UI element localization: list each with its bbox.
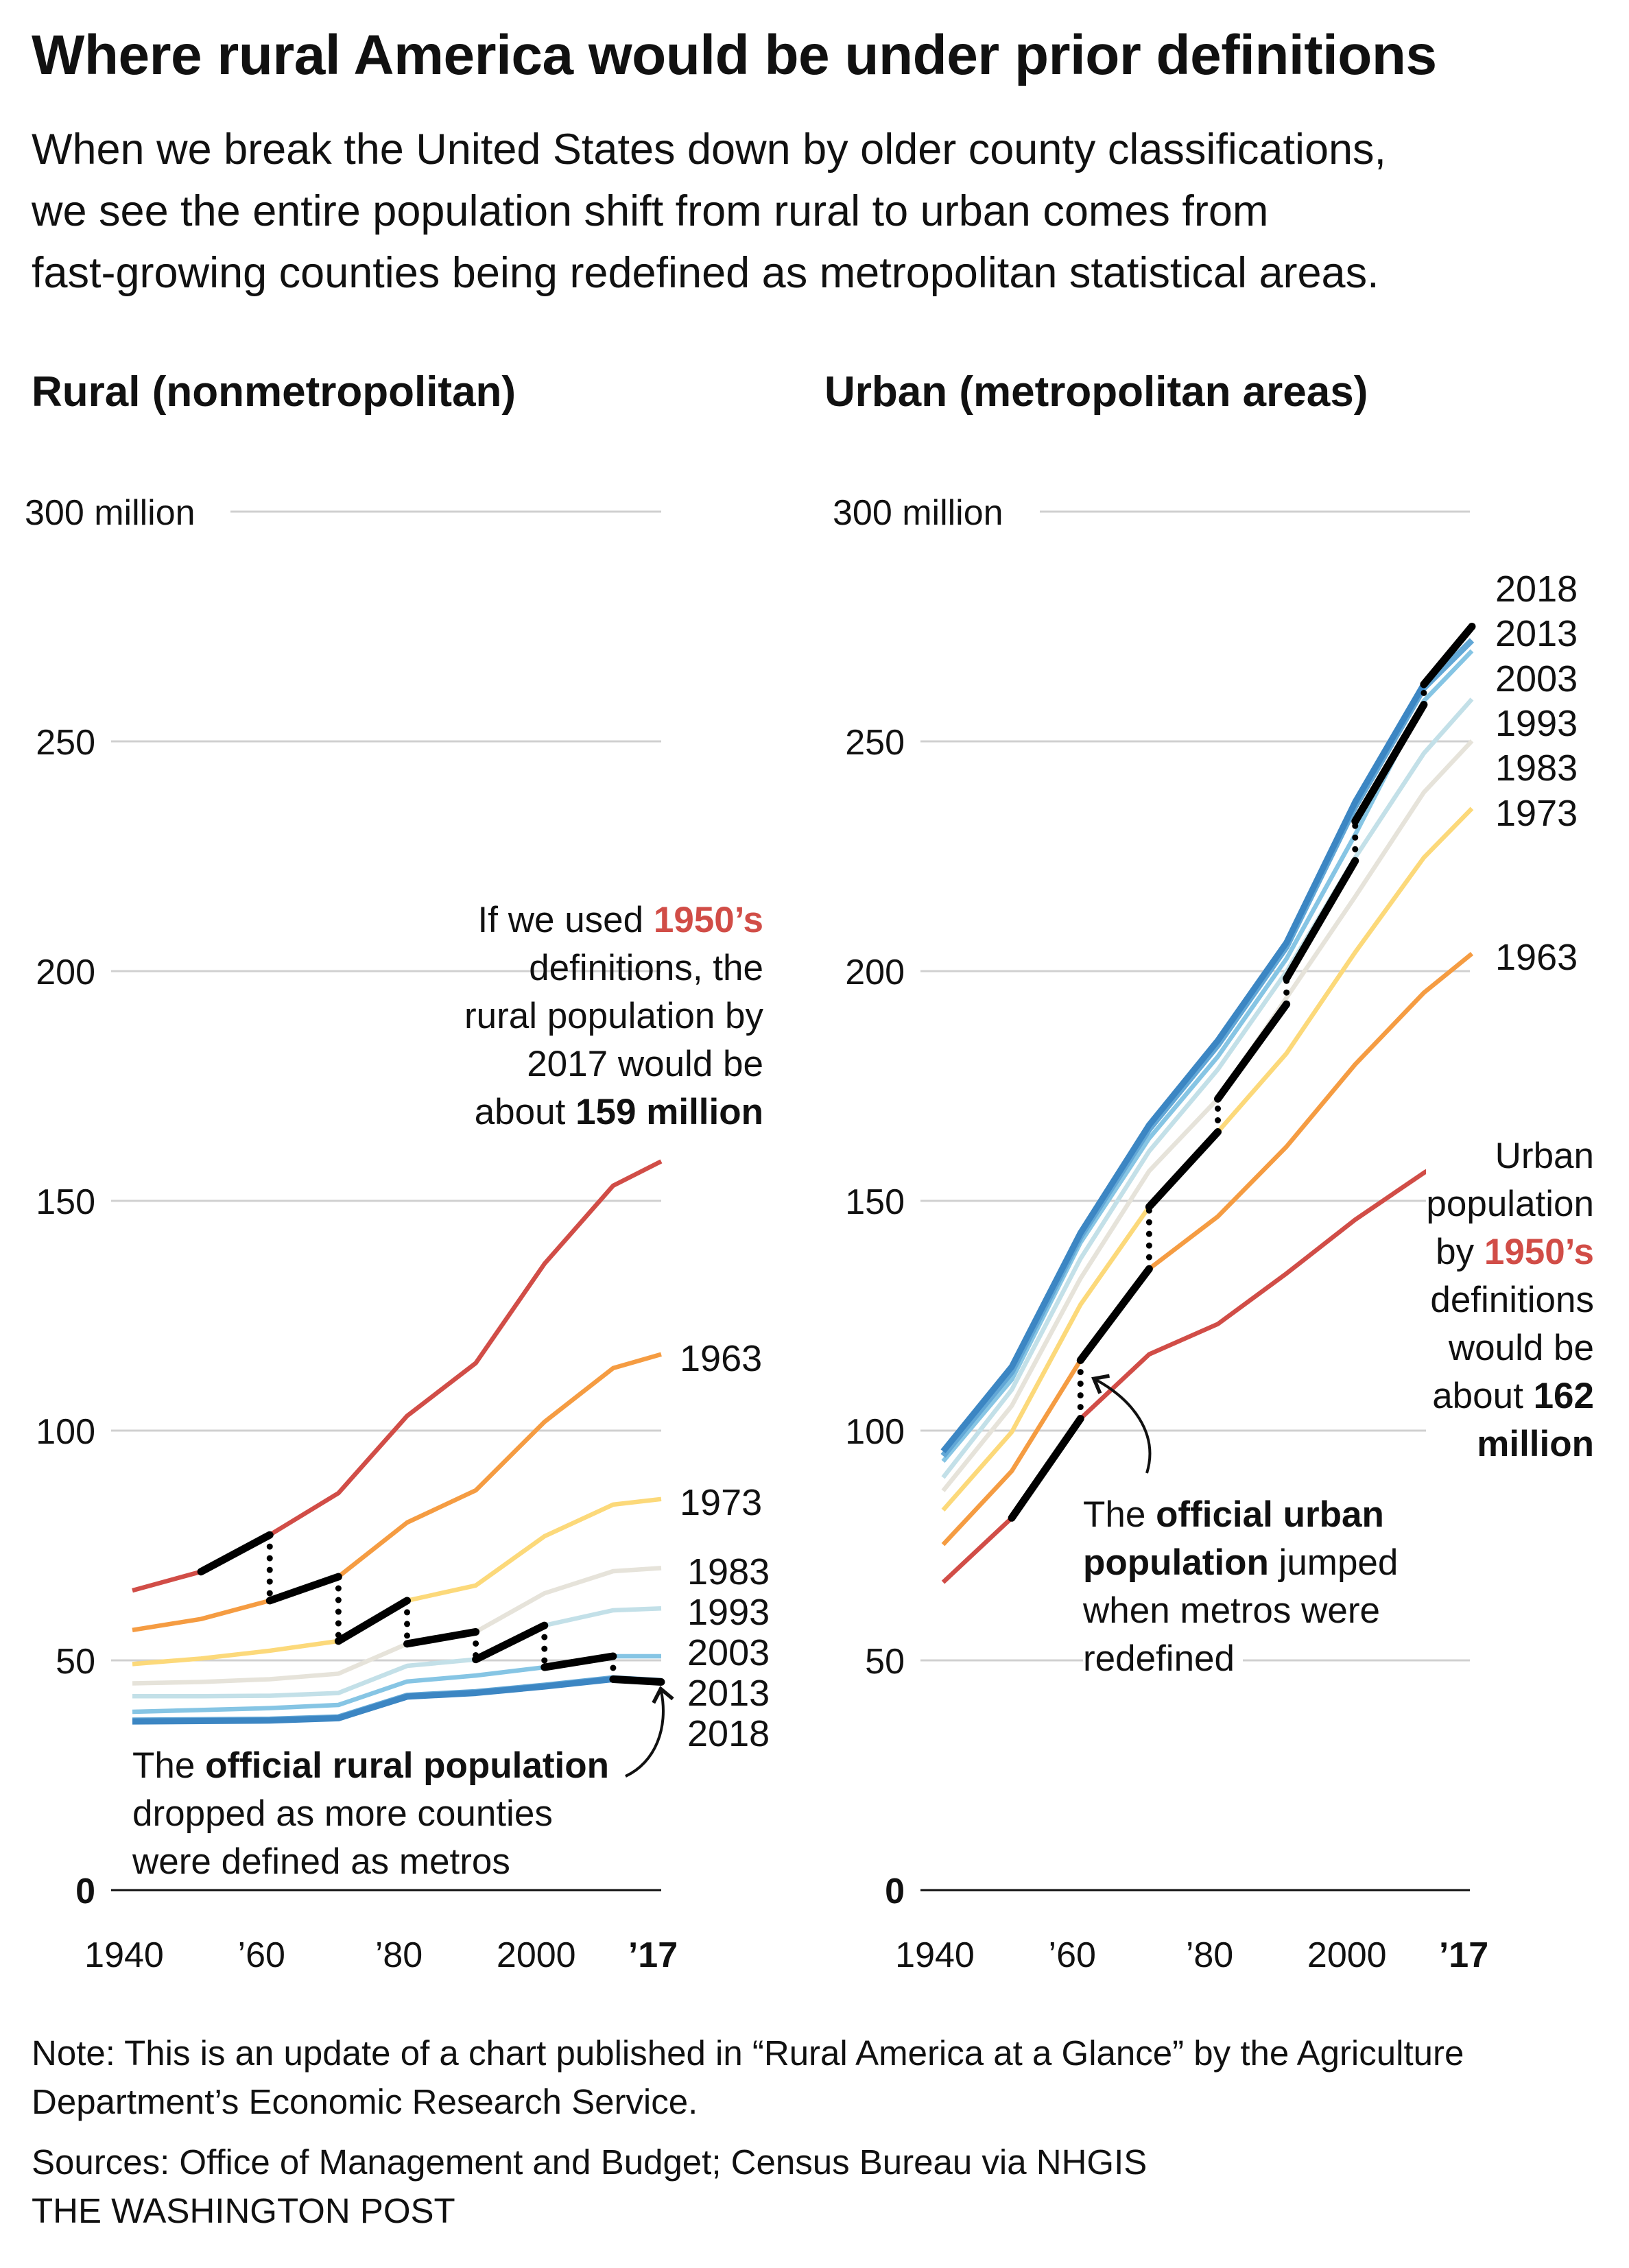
y-tick-label: 100 [36, 1412, 95, 1452]
series-label-2003: 2003 [1495, 658, 1578, 700]
x-tick-label: ’60 [1049, 1935, 1096, 1975]
series-line-1963 [132, 1352, 662, 1632]
series-line-1973 [941, 807, 1474, 1512]
series-line-1963 [941, 952, 1474, 1547]
chart-subtitle: When we break the United States down by … [32, 119, 1609, 304]
series-label-1973: 1973 [1495, 793, 1578, 834]
urban-1950-annotation: Urban population by 1950’s definitions w… [1426, 1132, 1594, 1468]
series-label-1983: 1983 [687, 1551, 770, 1592]
official-segment [540, 1652, 617, 1671]
x-tick-label: ’80 [1186, 1935, 1233, 1975]
footer: Note: This is an update of a chart publi… [32, 2029, 1464, 2235]
series-line-2018 [132, 1675, 662, 1725]
official-segment [403, 1627, 480, 1648]
series-line-1983 [132, 1566, 662, 1686]
x-tick-label: ’17 [1439, 1935, 1488, 1975]
rural-annotation-arrow [625, 1686, 674, 1778]
y-tick-label: 100 [845, 1412, 905, 1452]
series-line-1950 [132, 1159, 663, 1593]
rural-panel-title: Rural (nonmetropolitan) [32, 368, 516, 416]
series-label-2013: 2013 [1495, 613, 1578, 654]
series-label-2013: 2013 [687, 1673, 770, 1714]
x-tick-label: 1940 [84, 1935, 164, 1975]
official-segment [265, 1573, 342, 1605]
note-line: Department’s Economic Research Service. [32, 2082, 698, 2121]
urban-official-annotation: The official urban population jumped whe… [1083, 1494, 1399, 1679]
y-tick-label: 250 [845, 723, 905, 763]
x-tick-label: 2000 [497, 1935, 576, 1975]
x-tick-label: ’80 [375, 1935, 423, 1975]
credit: THE WASHINGTON POST [32, 2191, 455, 2230]
subtitle-line: we see the entire population shift from … [32, 187, 1269, 235]
y-tick-label: 300 million [833, 493, 1003, 533]
subtitle-line: When we break the United States down by … [32, 126, 1387, 174]
y-tick-label: 200 [845, 953, 905, 992]
x-tick-label: ’60 [238, 1935, 285, 1975]
y-tick-label: 300 million [25, 493, 195, 533]
series-line-1993 [132, 1606, 662, 1699]
official-segment [1351, 700, 1428, 826]
chart-title: Where rural America would be under prior… [32, 24, 1437, 86]
series-label-1993: 1993 [1495, 703, 1578, 744]
y-tick-label: 50 [865, 1642, 905, 1682]
urban-chart: 0 50 100 150 200 250 300 million 1940 ’60 ’80 2000… [833, 493, 1578, 1975]
series-line-1983 [941, 739, 1474, 1492]
y-tick-label: 0 [75, 1872, 95, 1911]
rural-chart: 0 50 100 150 200 250 300 million 1940 ’60 ’80 2000… [25, 493, 770, 1975]
series-label-1983: 1983 [1495, 748, 1578, 789]
x-tick-label: ’17 [628, 1935, 678, 1975]
urban-panel-title: Urban (metropolitan areas) [824, 368, 1368, 416]
y-tick-label: 250 [36, 723, 95, 763]
official-segment [609, 1675, 665, 1686]
y-tick-label: 150 [845, 1182, 905, 1222]
y-tick-label: 50 [56, 1642, 95, 1682]
official-segment [197, 1531, 274, 1576]
note-line: Note: This is an update of a chart publi… [32, 2033, 1464, 2073]
series-label-1973: 1973 [680, 1482, 762, 1523]
official-segment [472, 1621, 549, 1664]
y-tick-label: 200 [36, 953, 95, 992]
urban-annotation-arrow [1091, 1374, 1152, 1474]
official-segment [1420, 623, 1476, 689]
series-label-1963: 1963 [1495, 937, 1578, 978]
subtitle-line: fast-growing counties being redefined as… [32, 249, 1379, 297]
x-tick-label: 2000 [1307, 1935, 1387, 1975]
series-label-2018: 2018 [1495, 569, 1578, 610]
official-segment [334, 1597, 412, 1645]
rural-official-annotation: The official rural population dropped as… [132, 1742, 609, 1886]
official-segment [1008, 1415, 1084, 1522]
series-label-1963: 1963 [680, 1338, 762, 1379]
y-tick-label: 0 [885, 1872, 905, 1911]
official-segment [1076, 1265, 1153, 1364]
official-segment [1283, 857, 1359, 983]
sources: Sources: Office of Management and Budget… [32, 2142, 1148, 2182]
series-label-1993: 1993 [687, 1592, 770, 1633]
x-tick-label: 1940 [895, 1935, 975, 1975]
series-label-2003: 2003 [687, 1632, 770, 1673]
series-label-2018: 2018 [687, 1713, 770, 1754]
official-segment [1145, 1128, 1222, 1211]
series-line-1993 [941, 697, 1474, 1479]
rural-1950-annotation: If we used 1950’s definitions, the rural… [464, 900, 763, 1132]
y-tick-label: 150 [36, 1182, 95, 1222]
series-line-2018 [940, 624, 1475, 1453]
official-segment [1214, 1000, 1291, 1103]
